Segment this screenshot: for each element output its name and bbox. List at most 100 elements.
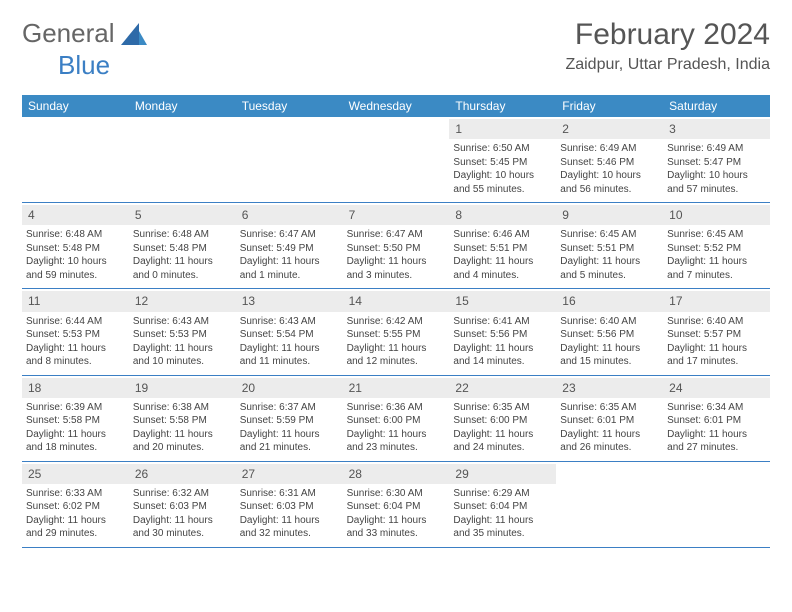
month-title: February 2024 xyxy=(565,18,770,52)
daylight-text: Daylight: 11 hours xyxy=(240,428,339,442)
day-number: 21 xyxy=(343,378,450,398)
sunrise-text: Sunrise: 6:35 AM xyxy=(453,401,552,415)
day-number: 18 xyxy=(22,378,129,398)
sunset-text: Sunset: 5:59 PM xyxy=(240,414,339,428)
daylight-text: Daylight: 11 hours xyxy=(453,428,552,442)
sunset-text: Sunset: 5:47 PM xyxy=(667,156,766,170)
daylight-text: and 24 minutes. xyxy=(453,441,552,455)
daylight-text: and 14 minutes. xyxy=(453,355,552,369)
sunset-text: Sunset: 5:56 PM xyxy=(453,328,552,342)
day-number: 25 xyxy=(22,464,129,484)
day-number: 28 xyxy=(343,464,450,484)
daylight-text: and 5 minutes. xyxy=(560,269,659,283)
daylight-text: Daylight: 10 hours xyxy=(26,255,125,269)
daylight-text: Daylight: 11 hours xyxy=(347,514,446,528)
daylight-text: and 8 minutes. xyxy=(26,355,125,369)
sunset-text: Sunset: 5:48 PM xyxy=(133,242,232,256)
sunrise-text: Sunrise: 6:33 AM xyxy=(26,487,125,501)
sunrise-text: Sunrise: 6:35 AM xyxy=(560,401,659,415)
sunrise-text: Sunrise: 6:38 AM xyxy=(133,401,232,415)
weekday-header: Sunday xyxy=(22,95,129,117)
sunset-text: Sunset: 6:03 PM xyxy=(133,500,232,514)
sunset-text: Sunset: 5:55 PM xyxy=(347,328,446,342)
sunset-text: Sunset: 5:53 PM xyxy=(26,328,125,342)
daylight-text: Daylight: 11 hours xyxy=(26,428,125,442)
week-row: 1 Sunrise: 6:50 AMSunset: 5:45 PM Daylight… xyxy=(22,117,770,203)
day-cell: 29Sunrise: 6:29 AMSunset: 6:04 PMDayligh… xyxy=(449,462,556,547)
daylight-text: Daylight: 11 hours xyxy=(453,255,552,269)
daylight-text: Daylight: 11 hours xyxy=(667,255,766,269)
sunset-text: Sunset: 6:01 PM xyxy=(560,414,659,428)
sunset-text: Sunset: 5:53 PM xyxy=(133,328,232,342)
daylight-text: and 27 minutes. xyxy=(667,441,766,455)
week-row: 11Sunrise: 6:44 AMSunset: 5:53 PMDayligh… xyxy=(22,289,770,375)
sunrise-text: Sunrise: 6:41 AM xyxy=(453,315,552,329)
day-number: 6 xyxy=(236,205,343,225)
day-number: 12 xyxy=(129,291,236,311)
day-cell xyxy=(556,462,663,547)
day-cell xyxy=(129,117,236,202)
day-cell xyxy=(236,117,343,202)
daylight-text: Daylight: 11 hours xyxy=(26,514,125,528)
day-number: 9 xyxy=(556,205,663,225)
sunset-text: Sunset: 5:51 PM xyxy=(560,242,659,256)
sunset-text: Sunset: 5:45 PM xyxy=(453,156,552,170)
day-number: 20 xyxy=(236,378,343,398)
sunrise-text: Sunrise: 6:48 AM xyxy=(133,228,232,242)
day-number: 23 xyxy=(556,378,663,398)
sunset-text: Sunset: 6:04 PM xyxy=(347,500,446,514)
day-cell: 11Sunrise: 6:44 AMSunset: 5:53 PMDayligh… xyxy=(22,289,129,374)
sunrise-text: Sunrise: 6:47 AM xyxy=(347,228,446,242)
daylight-text: and 15 minutes. xyxy=(560,355,659,369)
sunrise-text: Sunrise: 6:34 AM xyxy=(667,401,766,415)
daylight-text: and 26 minutes. xyxy=(560,441,659,455)
day-number: 4 xyxy=(22,205,129,225)
day-number: 1 xyxy=(449,119,556,139)
sunrise-text: Sunrise: 6:50 AM xyxy=(453,142,552,156)
logo-triangle-icon xyxy=(121,23,147,45)
weekday-header: Wednesday xyxy=(343,95,450,117)
day-cell: 20Sunrise: 6:37 AMSunset: 5:59 PMDayligh… xyxy=(236,376,343,461)
daylight-text: and 0 minutes. xyxy=(133,269,232,283)
daylight-text: Daylight: 10 hours xyxy=(560,169,659,183)
sunset-text: Sunset: 5:54 PM xyxy=(240,328,339,342)
daylight-text: and 30 minutes. xyxy=(133,527,232,541)
daylight-text: and 10 minutes. xyxy=(133,355,232,369)
daylight-text: Daylight: 11 hours xyxy=(347,255,446,269)
weekday-header: Friday xyxy=(556,95,663,117)
sunset-text: Sunset: 5:58 PM xyxy=(26,414,125,428)
sunset-text: Sunset: 5:52 PM xyxy=(667,242,766,256)
weekday-header: Thursday xyxy=(449,95,556,117)
sunset-text: Sunset: 6:04 PM xyxy=(453,500,552,514)
day-number: 26 xyxy=(129,464,236,484)
day-cell: 12Sunrise: 6:43 AMSunset: 5:53 PMDayligh… xyxy=(129,289,236,374)
day-cell: 6Sunrise: 6:47 AMSunset: 5:49 PMDaylight… xyxy=(236,203,343,288)
weekday-header: Monday xyxy=(129,95,236,117)
sunset-text: Sunset: 6:02 PM xyxy=(26,500,125,514)
week-row: 18Sunrise: 6:39 AMSunset: 5:58 PMDayligh… xyxy=(22,376,770,462)
sunset-text: Sunset: 5:46 PM xyxy=(560,156,659,170)
day-cell: 5Sunrise: 6:48 AMSunset: 5:48 PMDaylight… xyxy=(129,203,236,288)
sunrise-text: Sunrise: 6:47 AM xyxy=(240,228,339,242)
daylight-text: and 29 minutes. xyxy=(26,527,125,541)
sunset-text: Sunset: 5:58 PM xyxy=(133,414,232,428)
day-cell: 19Sunrise: 6:38 AMSunset: 5:58 PMDayligh… xyxy=(129,376,236,461)
sunrise-text: Sunrise: 6:32 AM xyxy=(133,487,232,501)
daylight-text: Daylight: 11 hours xyxy=(133,428,232,442)
day-cell xyxy=(343,117,450,202)
day-cell: 8Sunrise: 6:46 AMSunset: 5:51 PMDaylight… xyxy=(449,203,556,288)
weeks-container: 1 Sunrise: 6:50 AMSunset: 5:45 PM Daylight… xyxy=(22,117,770,548)
daylight-text: and 57 minutes. xyxy=(667,183,766,197)
day-cell: 17Sunrise: 6:40 AMSunset: 5:57 PMDayligh… xyxy=(663,289,770,374)
daylight-text: Daylight: 11 hours xyxy=(240,514,339,528)
day-cell: 25 Sunrise: 6:33 AMSunset: 6:02 PMDayligh… xyxy=(22,462,129,547)
week-row: 4 Sunrise: 6:48 AMSunset: 5:48 PM Daylight… xyxy=(22,203,770,289)
daylight-text: Daylight: 11 hours xyxy=(240,255,339,269)
daylight-text: and 4 minutes. xyxy=(453,269,552,283)
calendar: Sunday Monday Tuesday Wednesday Thursday… xyxy=(22,95,770,548)
day-cell: 7Sunrise: 6:47 AMSunset: 5:50 PMDaylight… xyxy=(343,203,450,288)
daylight-text: and 20 minutes. xyxy=(133,441,232,455)
day-number: 22 xyxy=(449,378,556,398)
sunset-text: Sunset: 6:03 PM xyxy=(240,500,339,514)
weekday-header: Saturday xyxy=(663,95,770,117)
